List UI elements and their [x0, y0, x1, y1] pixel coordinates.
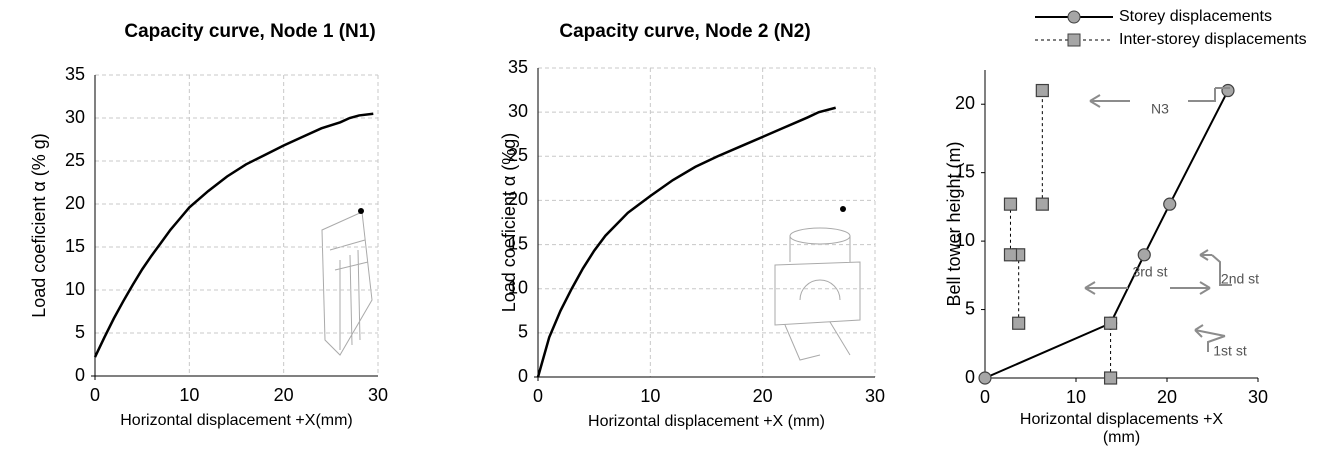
x-tick-label: 10: [640, 386, 660, 406]
y-tick-label: 20: [955, 93, 975, 113]
inset-dot: [840, 206, 846, 212]
point: [1036, 198, 1048, 210]
point: [1036, 85, 1048, 97]
x-tick-label: 0: [533, 386, 543, 406]
y-tick-label: 0: [518, 366, 528, 386]
y-tick-label: 5: [518, 322, 528, 342]
inset-model-2: [775, 228, 860, 360]
data-line: [95, 114, 373, 357]
figure: Capacity curve, Node 1 (N1) 0 5 10 15 20 25 30 3…: [0, 0, 1323, 462]
y-tick-label: 30: [65, 107, 85, 127]
y-tick-label: 10: [65, 279, 85, 299]
legend-label: Inter-storey displacements: [1119, 31, 1307, 48]
annotation: N3: [1151, 101, 1169, 117]
point: [979, 372, 991, 384]
point: [1222, 85, 1234, 97]
x-tick-label: 10: [1066, 387, 1086, 407]
chart-title: Capacity curve, Node 1 (N1): [124, 21, 375, 42]
point: [1105, 317, 1117, 329]
inset-dot: [358, 208, 364, 214]
annotation-arrow: [1090, 95, 1130, 107]
y-tick-label: 5: [965, 298, 975, 318]
x-axis-label: Horizontal displacement +X (mm): [588, 413, 825, 430]
point: [1105, 372, 1117, 384]
y-tick-label: 5: [75, 322, 85, 342]
x-tick-label: 10: [179, 385, 199, 405]
x-tick-label: 0: [980, 387, 990, 407]
y-tick-label: 20: [65, 193, 85, 213]
point: [1164, 198, 1176, 210]
x-axis-label: Horizontal displacement +X(mm): [120, 412, 353, 429]
y-tick-label: 15: [65, 236, 85, 256]
legend-marker: [1068, 34, 1080, 46]
data-line: [538, 108, 836, 377]
annotation: 1st st: [1213, 343, 1247, 359]
annotation-arrow: [1085, 282, 1128, 294]
y-tick-label: 30: [508, 101, 528, 121]
annotation-arrow: [1170, 282, 1210, 294]
y-axis-label: Load coeficient α (% g): [29, 133, 49, 318]
y-axis-label: Bell tower height (m): [944, 141, 964, 306]
point: [1004, 198, 1016, 210]
x-tick-label: 20: [274, 385, 294, 405]
y-axis-label: Load coeficient α (%g): [499, 133, 519, 313]
data-line: [1010, 91, 1110, 378]
y-tick-label: 0: [75, 365, 85, 385]
y-tick-label: 0: [965, 367, 975, 387]
x-tick-label: 0: [90, 385, 100, 405]
inset-model-1: [322, 212, 372, 355]
annotation: 2nd st: [1221, 271, 1259, 287]
chart-title: Capacity curve, Node 2 (N2): [559, 21, 810, 42]
point: [1013, 317, 1025, 329]
legend-marker: [1068, 11, 1080, 23]
y-tick-label: 35: [65, 64, 85, 84]
x-axis-label: (mm): [1103, 429, 1140, 446]
point: [1004, 249, 1016, 261]
point: [1138, 249, 1150, 261]
y-tick-label: 25: [65, 150, 85, 170]
x-tick-label: 20: [1157, 387, 1177, 407]
y-tick-label: 35: [508, 57, 528, 77]
data-line: [985, 91, 1228, 378]
x-tick-label: 20: [753, 386, 773, 406]
x-tick-label: 30: [865, 386, 885, 406]
x-axis-label: Horizontal displacements +X: [1020, 411, 1224, 428]
legend-label: Storey displacements: [1119, 8, 1272, 25]
x-tick-label: 30: [368, 385, 388, 405]
annotation: 3rd st: [1132, 264, 1167, 280]
x-tick-label: 30: [1248, 387, 1268, 407]
